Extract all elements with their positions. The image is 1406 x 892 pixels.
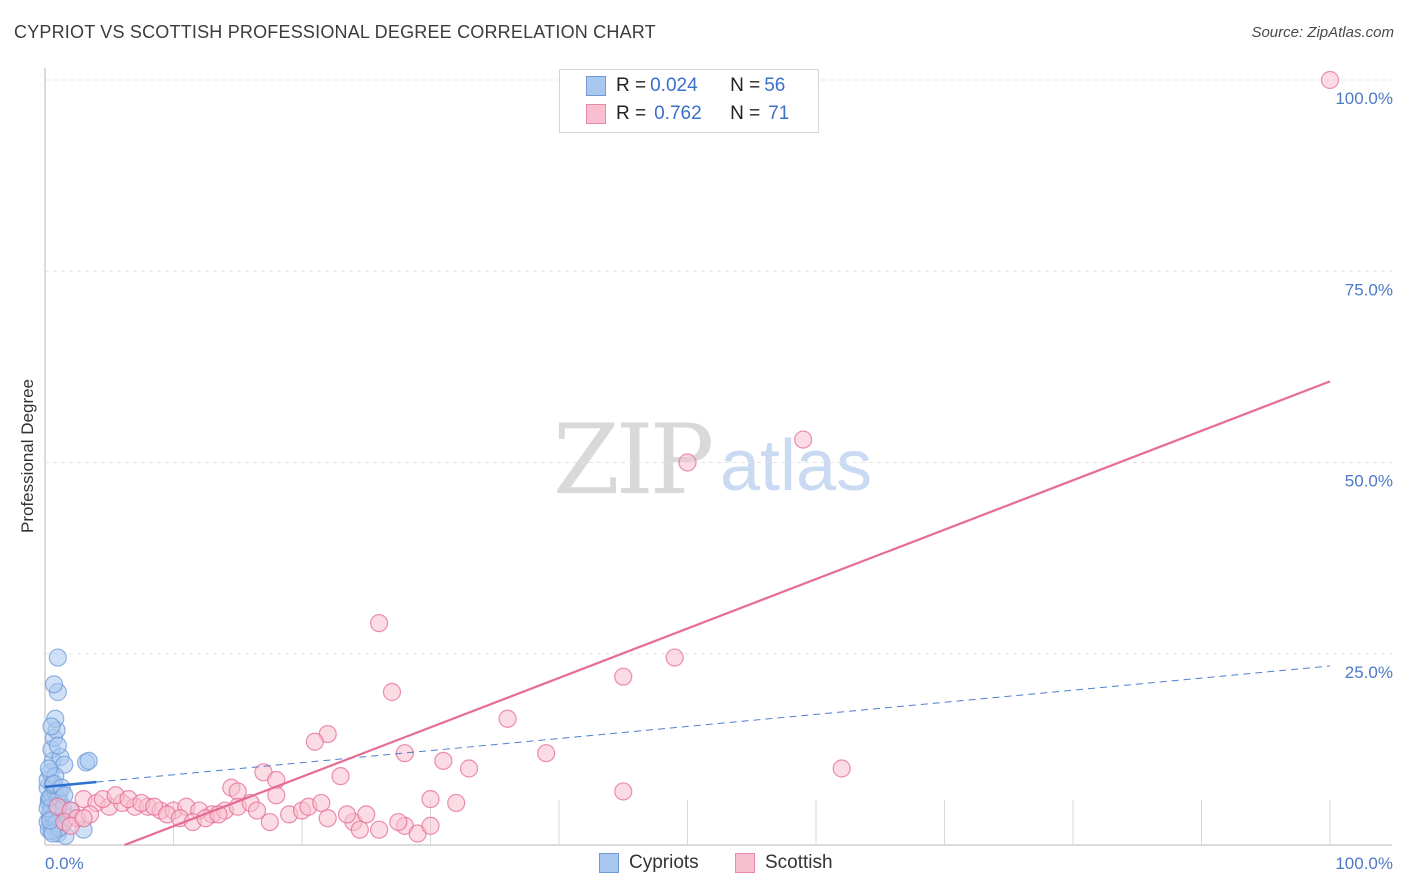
data-point-scottish — [312, 793, 331, 813]
y-tick-label: 50.0% — [1345, 472, 1393, 491]
trendline-cypriots-solid — [44, 780, 97, 789]
data-point-scottish — [74, 809, 93, 828]
legend-row-cypriots: R = 0.024 N = 56 — [586, 75, 785, 97]
legend-row-scottish: R = 0.762 N = 71 — [586, 103, 789, 125]
series-label-cypriots: Cypriots — [629, 852, 699, 873]
series-swatch-scottish — [735, 853, 755, 873]
legend-r-label: R = — [616, 103, 647, 124]
series-legend-scottish[interactable]: Scottish — [735, 852, 833, 874]
legend-r-label: R = — [616, 75, 647, 96]
series-swatch-cypriots — [599, 853, 619, 873]
legend-r-value: 0.024 — [650, 75, 698, 96]
y-tick-label: 100.0% — [1335, 89, 1393, 108]
data-point-scottish — [498, 709, 517, 728]
data-point-scottish — [260, 812, 279, 832]
series-legend: Cypriots Scottish — [0, 852, 1406, 878]
data-point-scottish — [421, 789, 440, 809]
chart-title: CYPRIOT VS SCOTTISH PROFESSIONAL DEGREE … — [14, 22, 656, 42]
data-point-cypriots — [48, 648, 67, 667]
data-point-scottish — [665, 648, 684, 667]
data-point-scottish — [678, 453, 697, 472]
data-point-scottish — [395, 744, 414, 763]
legend-n-label: N = — [730, 103, 761, 124]
data-point-cypriots — [39, 759, 58, 778]
data-point-scottish — [370, 820, 389, 839]
data-point-scottish — [447, 793, 466, 813]
x-tick-label: 100.0% — [1335, 854, 1393, 873]
legend-n-label: N = — [730, 75, 761, 96]
data-point-scottish — [357, 805, 376, 824]
y-tick-label: 25.0% — [1345, 663, 1393, 682]
series-legend-cypriots[interactable]: Cypriots — [599, 852, 699, 874]
data-point-cypriots — [48, 736, 67, 755]
data-point-scottish — [370, 614, 389, 633]
data-point-scottish — [832, 759, 851, 778]
legend-n-value: 56 — [764, 75, 786, 96]
series-label-scottish: Scottish — [765, 852, 833, 873]
data-point-scottish — [614, 667, 633, 686]
data-point-scottish — [382, 682, 402, 702]
data-point-scottish — [350, 820, 369, 839]
source-credit: Source: ZipAtlas.com — [1251, 24, 1394, 41]
data-point-scottish — [459, 759, 479, 778]
data-point-scottish — [331, 767, 350, 786]
data-point-scottish — [247, 801, 267, 820]
data-point-cypriots — [42, 717, 61, 736]
data-point-scottish — [1320, 70, 1340, 90]
data-point-scottish — [337, 805, 357, 824]
data-point-scottish — [537, 744, 556, 763]
trendline-cypriots-dashed — [96, 665, 1331, 783]
data-point-scottish — [389, 812, 408, 832]
data-point-scottish — [318, 809, 337, 828]
data-point-scottish — [794, 430, 813, 449]
data-point-scottish — [614, 782, 633, 801]
trendline-scottish — [124, 380, 1331, 847]
data-point-scottish — [434, 751, 453, 770]
y-tick-label: 75.0% — [1345, 280, 1393, 299]
data-point-scottish — [421, 816, 440, 835]
data-point-scottish — [305, 732, 324, 751]
legend-swatch-scottish — [586, 104, 606, 124]
data-point-cypriots — [79, 751, 98, 770]
data-point-cypriots — [44, 675, 64, 694]
legend-r-value: 0.762 — [654, 103, 702, 124]
stats-legend: R = 0.024 N = 56 R = 0.762 N = 71 — [559, 69, 819, 133]
x-tick-label: 0.0% — [45, 854, 84, 873]
legend-swatch-cypriots — [586, 76, 606, 96]
legend-n-value: 71 — [768, 103, 790, 124]
